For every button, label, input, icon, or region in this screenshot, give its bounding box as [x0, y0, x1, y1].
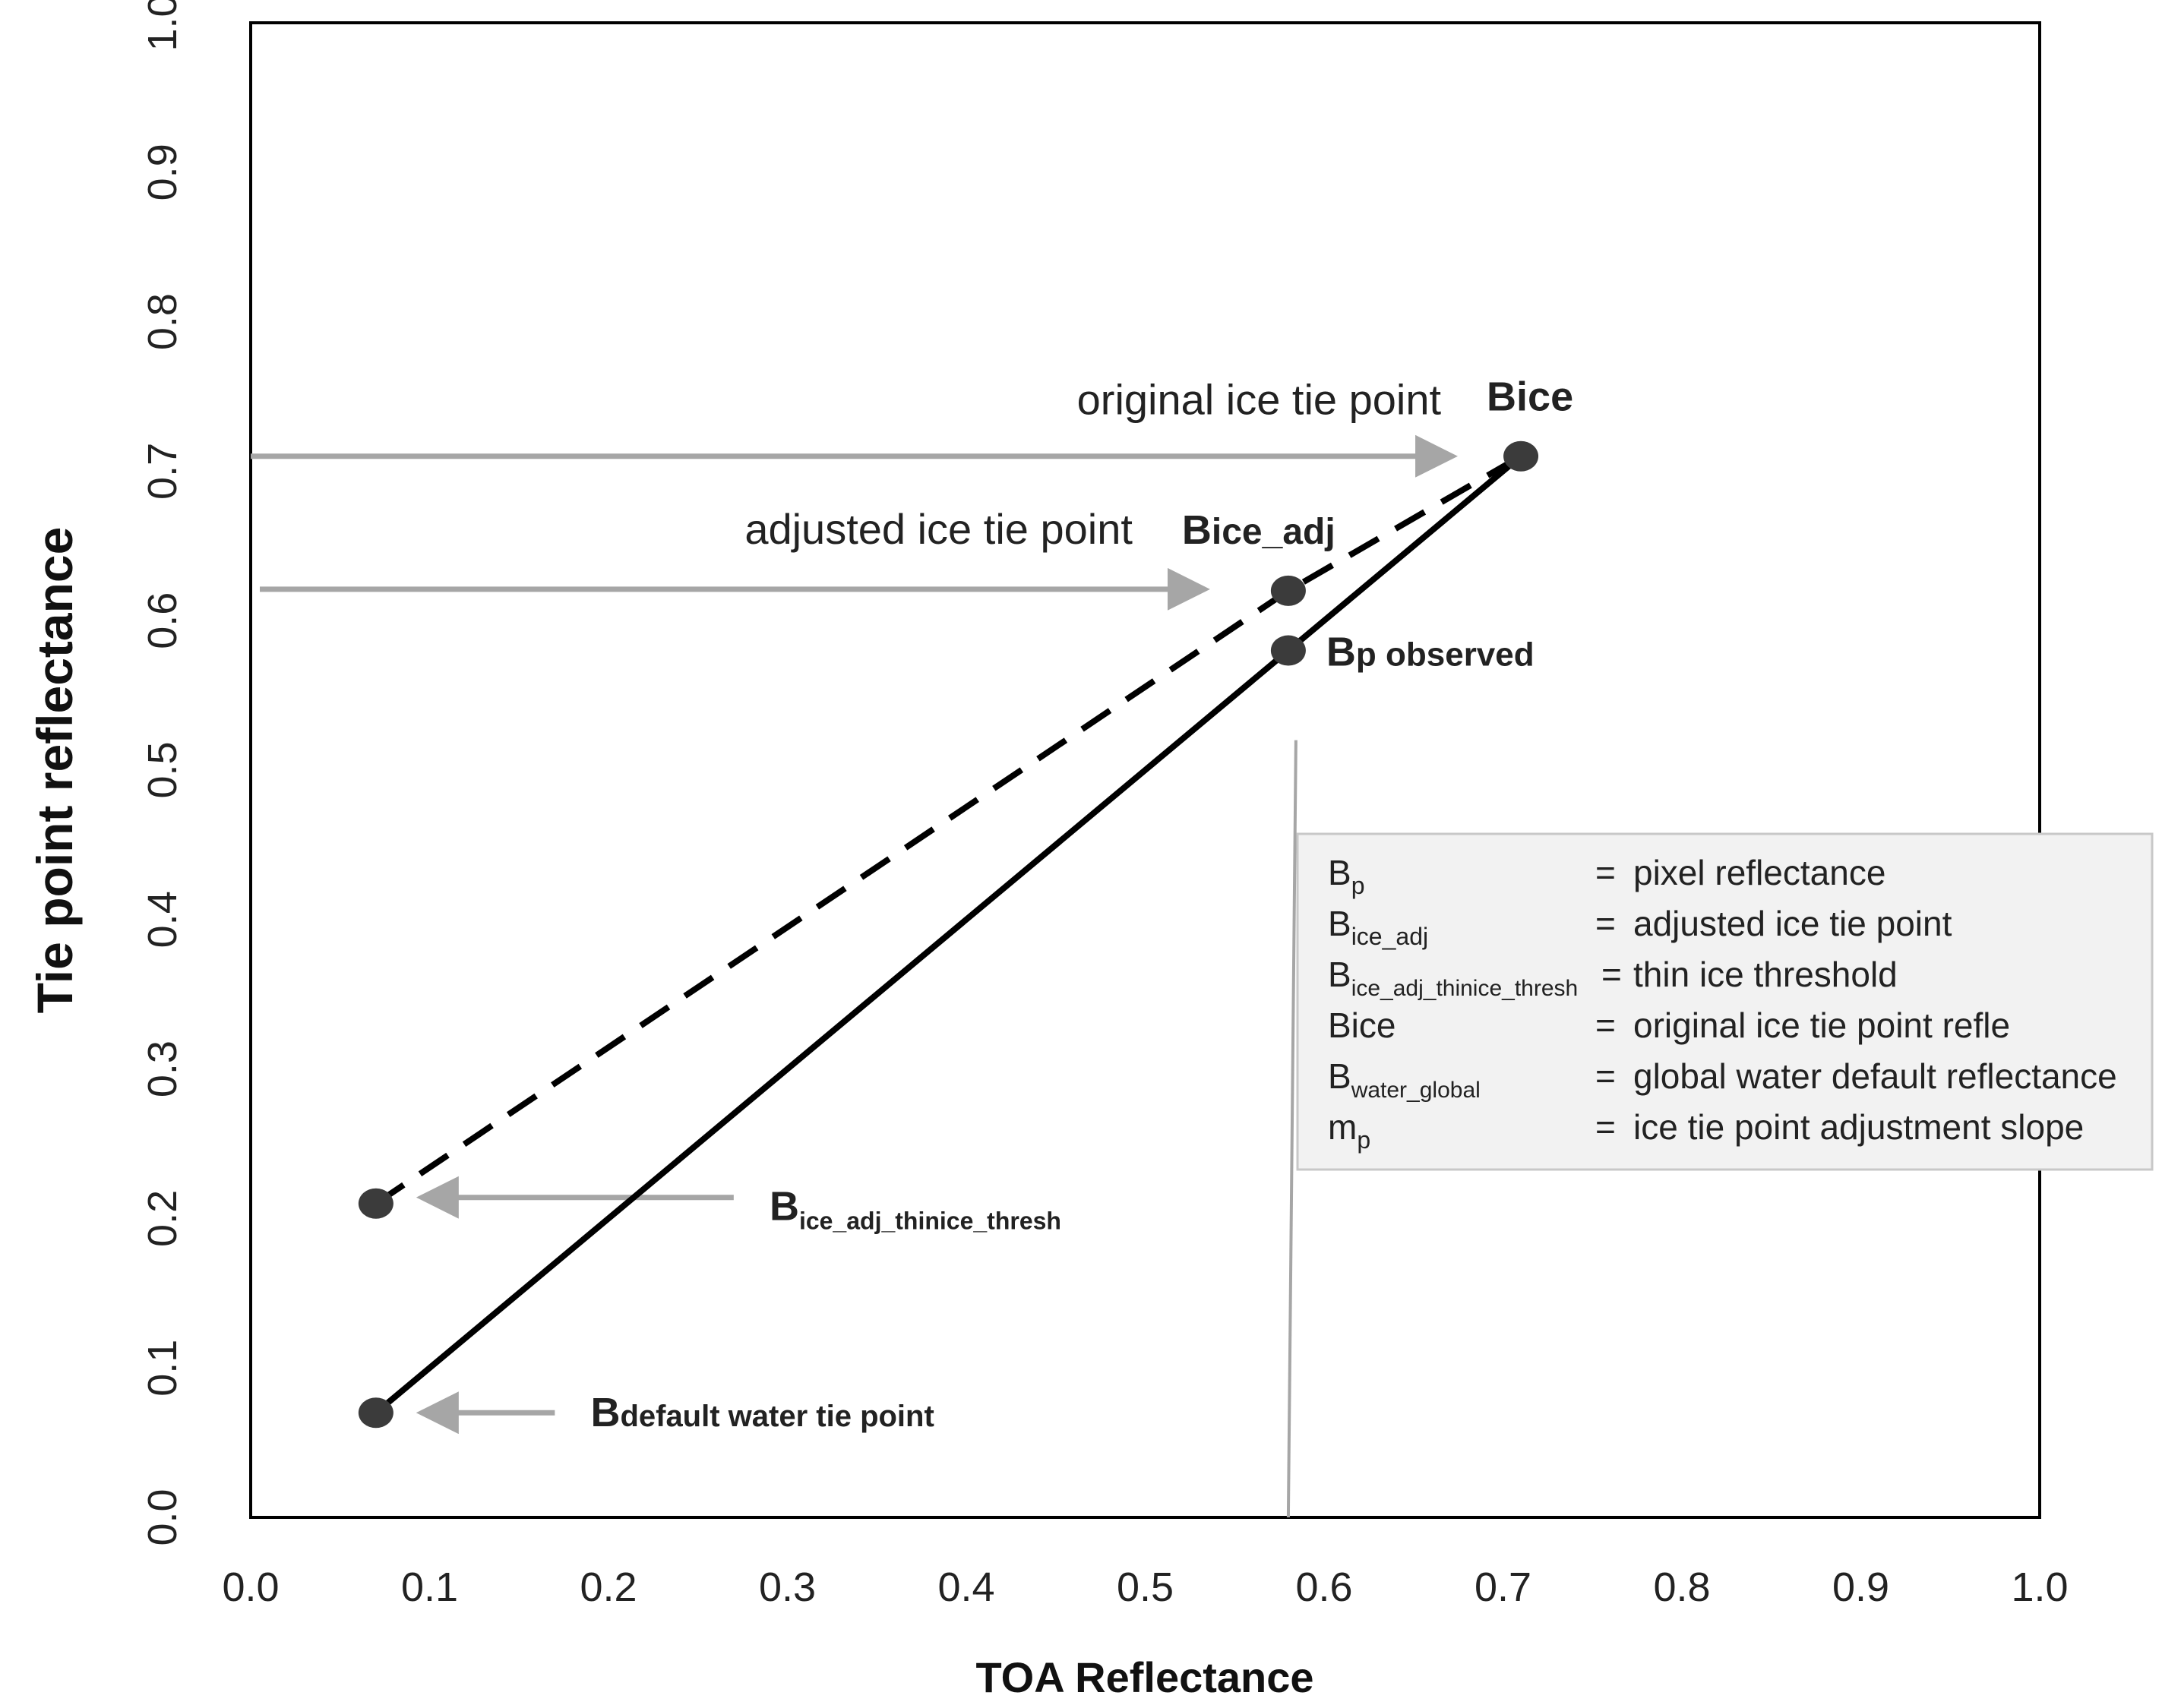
legend-symbol-sub: water_global [1351, 1078, 1481, 1103]
x-tick-labels: 0.0 0.1 0.2 0.3 0.4 0.5 0.6 0.7 0.8 0.9 1.0 [222, 1564, 2068, 1610]
legend-equals: = [1595, 1006, 1616, 1045]
thin-ice-label-main: B [770, 1184, 799, 1230]
x-tick-label: 0.6 [1295, 1564, 1352, 1610]
y-tick-label: 1.0 [140, 0, 185, 52]
legend-symbol-main: B [1328, 955, 1351, 994]
bice-point [1503, 440, 1539, 472]
x-tick-label: 0.7 [1475, 1564, 1531, 1610]
bp-label-sub: p observed [1356, 636, 1535, 674]
legend-equals: = [1595, 1107, 1616, 1147]
bice-adj-point [1270, 575, 1306, 606]
original-ice-tie-point-text: original ice tie point [1077, 376, 1442, 424]
legend-symbol: Bice_adj [1328, 904, 1428, 950]
legend-symbol-main: B [1328, 1056, 1351, 1096]
y-axis-title: Tie point reflectance [27, 527, 83, 1014]
legend-symbol-main: B [1328, 904, 1351, 943]
thin-ice-threshold-label: Bice_adj_thinice_thresh [770, 1184, 1061, 1235]
bice-label: Bice [1487, 374, 1573, 420]
legend-symbol-sub: ice_adj_thinice_thresh [1351, 976, 1579, 1001]
bp-observed-label: Bp observed [1326, 630, 1535, 675]
x-tick-label: 1.0 [2011, 1564, 2068, 1610]
legend-symbol: Bice_adj_thinice_thresh [1328, 955, 1578, 1001]
legend-symbol: mp [1328, 1107, 1370, 1154]
legend-equals: = [1595, 853, 1616, 892]
y-tick-label: 0.3 [140, 1040, 185, 1097]
y-tick-label: 0.9 [140, 144, 185, 200]
y-tick-label: 0.7 [140, 443, 185, 500]
bice-adj-label-sub: ice_adj [1212, 512, 1335, 552]
legend-symbol-sub: p [1357, 1126, 1370, 1154]
bp-label-main: B [1326, 630, 1356, 675]
x-tick-label: 0.9 [1832, 1564, 1889, 1610]
legend-symbol: Bp [1328, 853, 1364, 899]
adjusted-ice-tie-point-text: adjusted ice tie point [744, 505, 1133, 553]
legend-symbol-main: Bice [1328, 1006, 1396, 1045]
legend-symbol-sub: p [1351, 872, 1365, 899]
y-tick-label: 0.5 [140, 741, 185, 798]
legend-equals: = [1595, 1056, 1616, 1096]
y-tick-label: 0.6 [140, 592, 185, 649]
data-points [358, 440, 1539, 1429]
x-tick-label: 0.2 [580, 1564, 637, 1610]
y-tick-label: 0.0 [140, 1489, 185, 1545]
x-tick-label: 0.1 [401, 1564, 458, 1610]
x-tick-label: 0.0 [222, 1564, 279, 1610]
bice-label-main: Bice [1487, 374, 1573, 420]
observed-reference-line [1286, 740, 1298, 1518]
y-tick-label: 0.2 [140, 1190, 185, 1247]
x-axis-title: TOA Reflectance [975, 1653, 1313, 1701]
legend-description: adjusted ice tie point [1633, 904, 1952, 943]
water-label-sub: default water tie point [620, 1400, 934, 1433]
legend-box [1296, 832, 2154, 1171]
legend-symbol: Bwater_global [1328, 1056, 1481, 1103]
bice-adj-label-main: B [1182, 507, 1212, 553]
x-tick-label: 0.3 [759, 1564, 816, 1610]
y-tick-label: 0.4 [140, 891, 185, 948]
legend-description: ice tie point adjustment slope [1633, 1107, 2084, 1147]
legend-symbol-main: m [1328, 1107, 1357, 1147]
thin-ice-label-sub: ice_adj_thinice_thresh [799, 1208, 1061, 1235]
x-tick-label: 0.8 [1653, 1564, 1710, 1610]
legend-symbol-main: B [1328, 853, 1351, 892]
x-tick-label: 0.4 [937, 1564, 994, 1610]
y-tick-label: 0.8 [140, 293, 185, 350]
default-water-tie-point-label: Bdefault water tie point [590, 1390, 934, 1435]
default-water-point [358, 1397, 394, 1429]
bp-observed-point [1270, 635, 1306, 666]
legend-symbol: Bice [1328, 1006, 1396, 1045]
thin-ice-threshold-point [358, 1188, 394, 1219]
legend: Bp = pixel reflectance Bice_adj = adjusted ic… [1296, 832, 2154, 1171]
legend-description: thin ice threshold [1633, 955, 1898, 994]
water-label-main: B [590, 1390, 620, 1435]
legend-description: original ice tie point refle [1633, 1006, 2010, 1045]
y-tick-label: 0.1 [140, 1340, 185, 1397]
legend-equals: = [1595, 904, 1616, 943]
bice-adj-label: Bice_adj [1182, 507, 1335, 553]
legend-description: pixel reflectance [1633, 853, 1885, 892]
legend-symbol-sub: ice_adj [1351, 923, 1428, 950]
y-tick-labels: 0.0 0.1 0.2 0.3 0.4 0.5 0.6 0.7 0.8 0.9 1.0 [140, 0, 185, 1546]
legend-equals: = [1601, 955, 1622, 994]
legend-description: global water default reflectance [1633, 1056, 2117, 1096]
x-tick-label: 0.5 [1117, 1564, 1174, 1610]
dashed-series-line [374, 453, 1523, 1207]
